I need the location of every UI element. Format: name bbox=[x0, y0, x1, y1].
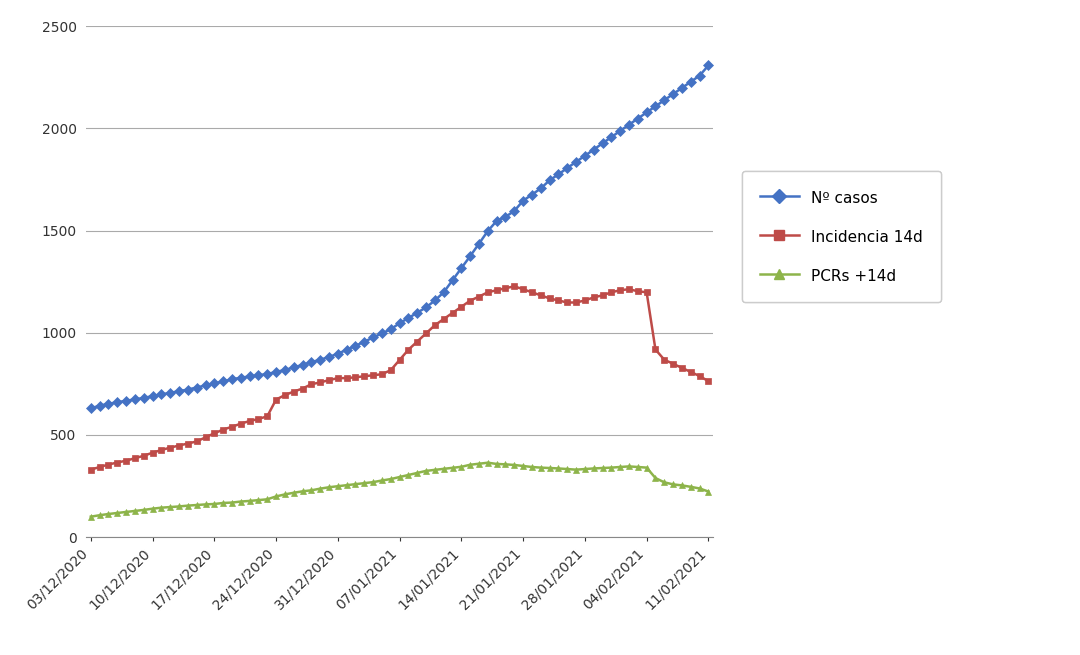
Incidencia 14d bbox=[84, 466, 97, 474]
Line: PCRs +14d: PCRs +14d bbox=[87, 459, 712, 520]
Nº casos bbox=[384, 326, 397, 333]
PCRs +14d bbox=[260, 495, 273, 503]
PCRs +14d bbox=[702, 487, 715, 495]
Nº casos bbox=[102, 400, 114, 408]
Legend: Nº casos, Incidencia 14d, PCRs +14d: Nº casos, Incidencia 14d, PCRs +14d bbox=[742, 172, 941, 302]
Incidencia 14d bbox=[455, 303, 468, 310]
PCRs +14d bbox=[84, 513, 97, 521]
PCRs +14d bbox=[384, 475, 397, 483]
Incidencia 14d bbox=[260, 413, 273, 421]
Line: Nº casos: Nº casos bbox=[87, 62, 712, 412]
PCRs +14d bbox=[482, 458, 495, 466]
Nº casos bbox=[84, 404, 97, 412]
PCRs +14d bbox=[561, 465, 573, 473]
PCRs +14d bbox=[102, 510, 114, 518]
PCRs +14d bbox=[455, 463, 468, 471]
Line: Incidencia 14d: Incidencia 14d bbox=[87, 283, 712, 473]
Nº casos bbox=[702, 62, 715, 69]
Incidencia 14d bbox=[508, 282, 521, 290]
Incidencia 14d bbox=[384, 366, 397, 374]
Nº casos bbox=[455, 264, 468, 272]
Nº casos bbox=[313, 356, 326, 364]
Nº casos bbox=[666, 90, 679, 98]
PCRs +14d bbox=[675, 481, 688, 489]
Incidencia 14d bbox=[702, 377, 715, 385]
Incidencia 14d bbox=[675, 364, 688, 372]
Incidencia 14d bbox=[102, 460, 114, 468]
Nº casos bbox=[260, 370, 273, 378]
Incidencia 14d bbox=[561, 299, 573, 307]
